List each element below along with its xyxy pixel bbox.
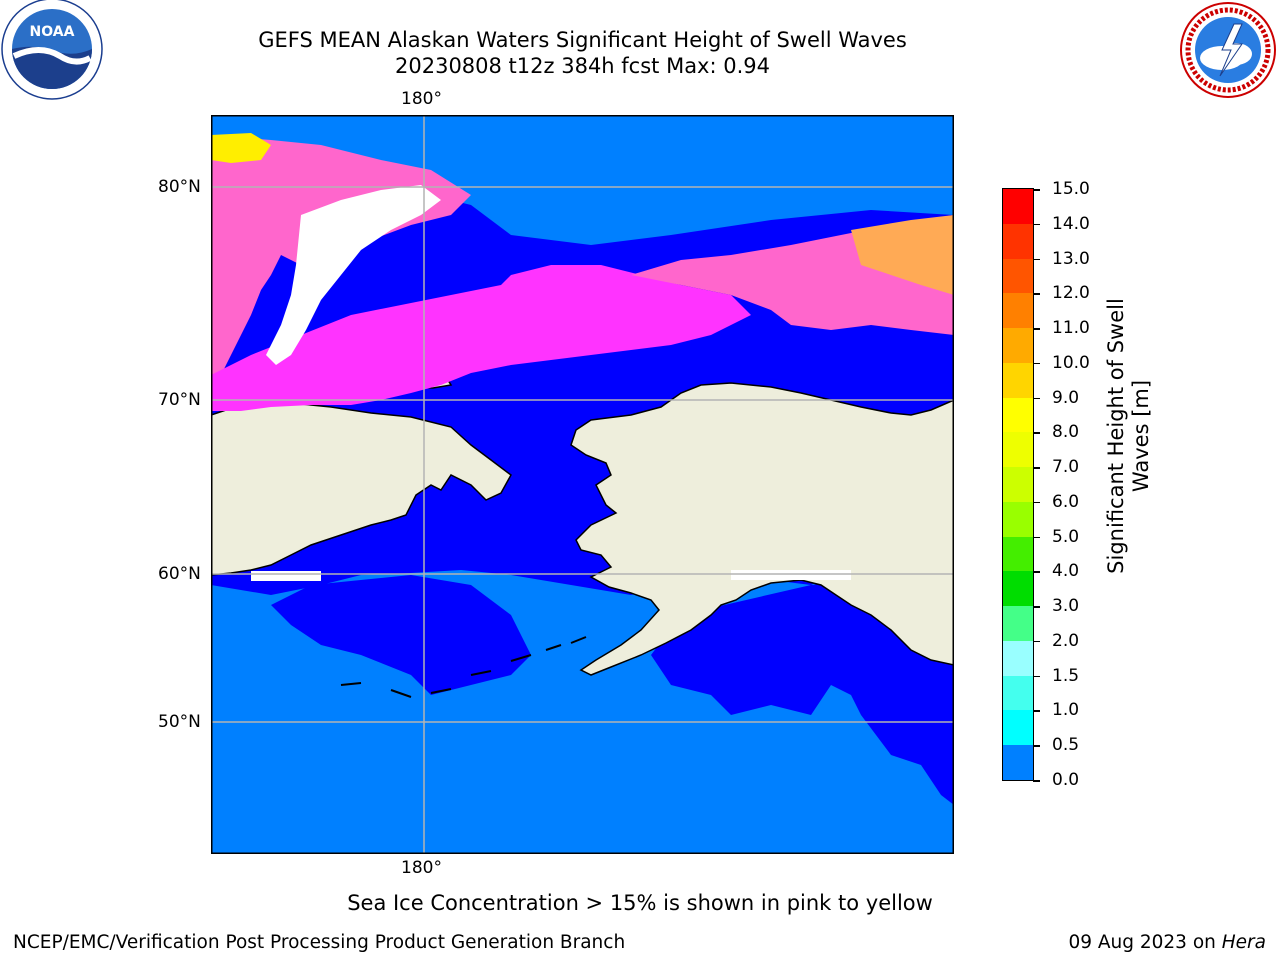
colorbar-bin (1003, 571, 1033, 607)
colorbar-bin (1003, 467, 1033, 502)
colorbar-tick-label: 4.0 (1052, 561, 1080, 582)
colorbar-tick-mark (1033, 397, 1040, 400)
noaa-logo: NOAA (0, 0, 108, 104)
map-frame (211, 115, 954, 854)
colorbar-bin (1003, 536, 1033, 572)
colorbar-tick-mark (1033, 501, 1040, 504)
colorbar-tick-mark (1033, 432, 1040, 434)
colorbar-bin (1003, 432, 1033, 468)
colorbar-tick-label: 3.0 (1052, 596, 1080, 617)
footer-branch: NCEP/EMC/Verification Post Processing Pr… (13, 932, 626, 953)
lon-label-bottom: 180° (401, 858, 442, 878)
map-panel (210, 115, 955, 854)
graticule (211, 115, 954, 854)
colorbar-tick-label: 1.0 (1052, 700, 1080, 721)
colorbar-tick-label: 6.0 (1052, 491, 1080, 512)
sea-ice-central (211, 265, 751, 411)
colorbar-bin (1003, 328, 1033, 363)
colorbar-tick-label: 0.0 (1052, 770, 1080, 790)
ocean-swell-0-0.5-east (651, 575, 954, 805)
colorbar-tick-mark (1033, 745, 1040, 747)
colorbar (1002, 188, 1034, 781)
colorbar-tick-mark (1033, 710, 1040, 712)
colorbar-tick-label: 13.0 (1052, 248, 1090, 269)
nodata-strip-east (731, 570, 851, 580)
colorbar-label: Significant Height of Swell Waves [m] (1104, 236, 1156, 636)
nodata-strip (251, 571, 321, 581)
colorbar-bin (1003, 710, 1033, 746)
lat-label-70n: 70°N (158, 390, 201, 410)
sea-ice-annotation: Sea Ice Concentration > 15% is shown in … (347, 891, 933, 915)
colorbar-bin (1003, 606, 1033, 641)
colorbar-tick-mark (1033, 606, 1040, 608)
sea-ice-east-orange (851, 215, 954, 295)
colorbar-bin (1003, 189, 1033, 224)
colorbar-tick-mark (1033, 571, 1040, 573)
land-chukotka (210, 402, 512, 576)
sea-ice-north-yellow (211, 133, 271, 163)
colorbar-tick-label: 12.0 (1052, 283, 1090, 304)
colorbar-tick-mark (1033, 223, 1040, 226)
colorbar-tick-mark (1033, 258, 1040, 261)
colorbar-tick-mark (1033, 328, 1040, 330)
colorbar-bin (1003, 293, 1033, 329)
colorbar-tick-mark (1033, 780, 1040, 782)
colorbar-tick-label: 2.0 (1052, 630, 1080, 651)
sea-ice-hole (266, 185, 441, 365)
colorbar-label-line2: Waves [m] (1129, 379, 1153, 493)
colorbar-tick-mark (1033, 675, 1040, 678)
colorbar-bin (1003, 397, 1033, 433)
colorbar-tick-label: 15.0 (1052, 179, 1090, 199)
footer-host: Hera (1221, 932, 1266, 953)
land-alaska (570, 382, 955, 676)
colorbar-bin (1003, 258, 1033, 294)
colorbar-tick-label: 10.0 (1052, 352, 1090, 373)
colorbar-tick-label: 7.0 (1052, 457, 1080, 478)
footer-date: 09 Aug 2023 on Hera (1068, 932, 1266, 954)
colorbar-tick-label: 14.0 (1052, 213, 1090, 234)
colorbar-tick-label: 1.5 (1052, 665, 1080, 686)
colorbar-tick-mark (1033, 189, 1040, 191)
chart-title-line2: 20230808 t12z 384h fcst Max: 0.94 (395, 54, 770, 78)
colorbar-tick-label: 9.0 (1052, 387, 1080, 408)
chart-title-line1: GEFS MEAN Alaskan Waters Significant Hei… (258, 28, 907, 52)
colorbar-bin (1003, 675, 1033, 711)
colorbar-tick-mark (1033, 536, 1040, 539)
colorbar-tick-label: 0.5 (1052, 735, 1080, 756)
noaa-logo-text: NOAA (30, 24, 75, 40)
colorbar-bin (1003, 362, 1033, 398)
nws-logo (1178, 0, 1278, 100)
lon-label-top: 180° (401, 89, 442, 109)
colorbar-tick-label: 5.0 (1052, 526, 1080, 547)
lat-label-80n: 80°N (158, 177, 201, 197)
footer-date-text: 09 Aug 2023 on (1068, 932, 1222, 953)
ocean-swell-0-0.5-patch (271, 575, 531, 695)
lat-label-50n: 50°N (158, 712, 201, 732)
land-aleutians (340, 636, 587, 698)
colorbar-bin (1003, 223, 1033, 259)
colorbar-bin (1003, 501, 1033, 537)
colorbar-label-line1: Significant Height of Swell (1104, 298, 1128, 574)
colorbar-tick-mark (1033, 293, 1040, 295)
colorbar-tick-mark (1033, 467, 1040, 469)
colorbar-tick-mark (1033, 362, 1040, 365)
colorbar-tick-mark (1033, 640, 1040, 643)
lat-label-60n: 60°N (158, 564, 201, 584)
colorbar-tick-label: 8.0 (1052, 422, 1080, 443)
colorbar-bin (1003, 640, 1033, 676)
map-svg (210, 115, 955, 854)
colorbar-tick-label: 11.0 (1052, 318, 1090, 339)
colorbar-bin (1003, 745, 1033, 781)
